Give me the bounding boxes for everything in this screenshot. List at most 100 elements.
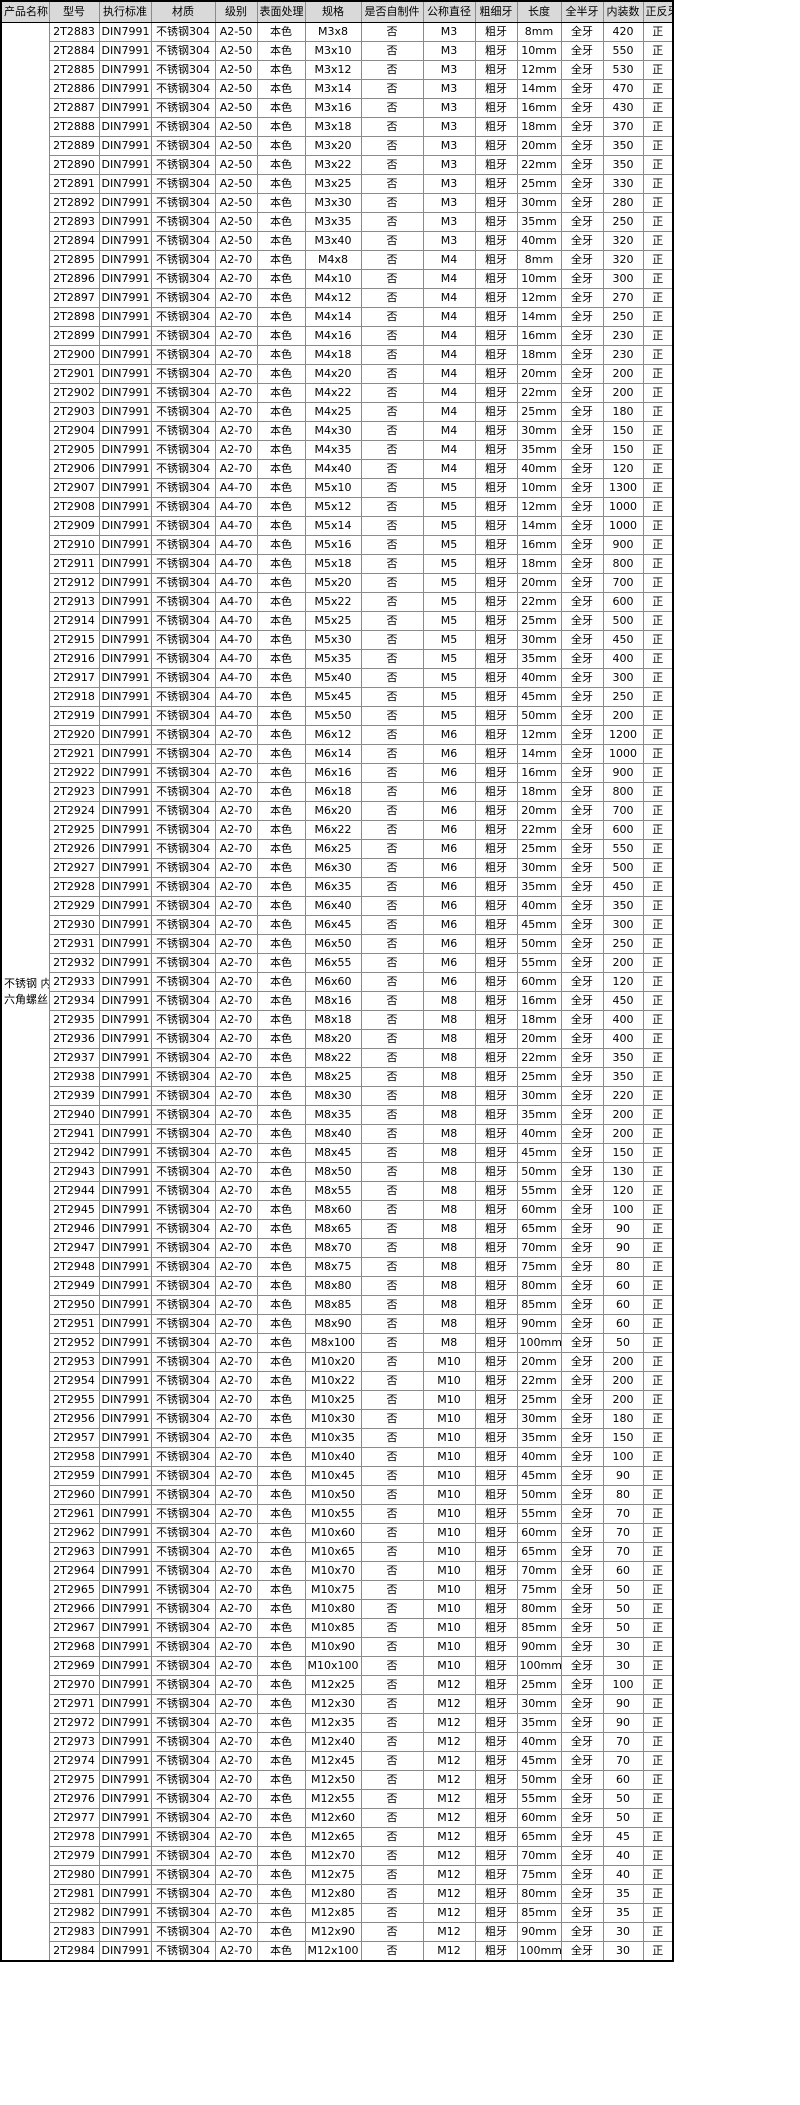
cell-length[interactable]: 40mm [516, 459, 562, 479]
cell-specification[interactable]: M10x75 [304, 1580, 362, 1600]
cell-material[interactable]: 不锈钢304 [150, 725, 216, 745]
cell-thread-pitch[interactable]: 粗牙 [474, 1561, 518, 1581]
cell-specification[interactable]: M12x30 [304, 1694, 362, 1714]
cell-model[interactable]: 2T2980 [48, 1865, 100, 1885]
table-row[interactable]: 2T2907 DIN7991 不锈钢304 A4-70 本色 M5x10 否 M5 粗牙 10mm… [1, 478, 674, 498]
cell-material[interactable]: 不锈钢304 [150, 326, 216, 346]
cell-specification[interactable]: M12x50 [304, 1770, 362, 1790]
cell-self-made[interactable]: 否 [360, 1865, 424, 1885]
cell-thread-coverage[interactable]: 全牙 [560, 1048, 604, 1068]
cell-material[interactable]: 不锈钢304 [150, 535, 216, 555]
cell-pack-quantity[interactable]: 800 [602, 554, 644, 574]
table-row[interactable]: 2T2912 DIN7991 不锈钢304 A4-70 本色 M5x20 否 M5 粗牙 20mm… [1, 573, 674, 593]
table-row[interactable]: 2T2886 DIN7991 不锈钢304 A2-50 本色 M3x14 否 M3 粗牙 14mm… [1, 79, 674, 99]
cell-thread-coverage[interactable]: 全牙 [560, 725, 604, 745]
cell-model[interactable]: 2T2889 [48, 136, 100, 156]
cell-thread-coverage[interactable]: 全牙 [560, 687, 604, 707]
cell-surface-treatment[interactable]: 本色 [256, 1656, 306, 1676]
cell-length[interactable]: 20mm [516, 1352, 562, 1372]
cell-pack-quantity[interactable]: 180 [602, 1409, 644, 1429]
cell-thread-coverage[interactable]: 全牙 [560, 801, 604, 821]
cell-self-made[interactable]: 否 [360, 554, 424, 574]
cell-model[interactable]: 2T2944 [48, 1181, 100, 1201]
cell-grade[interactable]: A2-70 [214, 1941, 258, 1962]
cell-grade[interactable]: A2-70 [214, 1200, 258, 1220]
cell-grade[interactable]: A2-70 [214, 326, 258, 346]
cell-nominal-diameter[interactable]: M5 [422, 497, 476, 517]
cell-material[interactable]: 不锈钢304 [150, 1162, 216, 1182]
cell-nominal-diameter[interactable]: M12 [422, 1694, 476, 1714]
cell-pack-quantity[interactable]: 700 [602, 573, 644, 593]
cell-pack-quantity[interactable]: 230 [602, 326, 644, 346]
cell-surface-treatment[interactable]: 本色 [256, 1276, 306, 1296]
cell-material[interactable]: 不锈钢304 [150, 1010, 216, 1030]
cell-self-made[interactable]: 否 [360, 174, 424, 194]
cell-surface-treatment[interactable]: 本色 [256, 1922, 306, 1942]
cell-self-made[interactable]: 否 [360, 1827, 424, 1847]
cell-nominal-diameter[interactable]: M8 [422, 1200, 476, 1220]
cell-nominal-diameter[interactable]: M3 [422, 155, 476, 175]
cell-model[interactable]: 2T2950 [48, 1295, 100, 1315]
cell-specification[interactable]: M4x35 [304, 440, 362, 460]
cell-pack-quantity[interactable]: 300 [602, 915, 644, 935]
cell-thread-pitch[interactable]: 粗牙 [474, 212, 518, 232]
cell-thread-direction[interactable]: 正 [642, 1181, 674, 1201]
cell-thread-direction[interactable]: 正 [642, 1314, 674, 1334]
cell-self-made[interactable]: 否 [360, 1694, 424, 1714]
cell-length[interactable]: 14mm [516, 307, 562, 327]
cell-self-made[interactable]: 否 [360, 1941, 424, 1962]
cell-surface-treatment[interactable]: 本色 [256, 1903, 306, 1923]
cell-thread-coverage[interactable]: 全牙 [560, 1732, 604, 1752]
table-row[interactable]: 2T2885 DIN7991 不锈钢304 A2-50 本色 M3x12 否 M3 粗牙 12mm… [1, 60, 674, 80]
cell-grade[interactable]: A2-70 [214, 1428, 258, 1448]
cell-surface-treatment[interactable]: 本色 [256, 1428, 306, 1448]
table-row[interactable]: 2T2904 DIN7991 不锈钢304 A2-70 本色 M4x30 否 M4 粗牙 30mm… [1, 421, 674, 441]
cell-material[interactable]: 不锈钢304 [150, 1352, 216, 1372]
cell-length[interactable]: 30mm [516, 421, 562, 441]
cell-thread-pitch[interactable]: 粗牙 [474, 877, 518, 897]
cell-standard[interactable]: DIN7991 [98, 782, 152, 802]
cell-nominal-diameter[interactable]: M4 [422, 421, 476, 441]
cell-thread-direction[interactable]: 正 [642, 22, 674, 42]
cell-surface-treatment[interactable]: 本色 [256, 326, 306, 346]
cell-model[interactable]: 2T2909 [48, 516, 100, 536]
cell-material[interactable]: 不锈钢304 [150, 1504, 216, 1524]
cell-thread-pitch[interactable]: 粗牙 [474, 573, 518, 593]
cell-standard[interactable]: DIN7991 [98, 1694, 152, 1714]
cell-length[interactable]: 30mm [516, 193, 562, 213]
table-row[interactable]: 2T2910 DIN7991 不锈钢304 A4-70 本色 M5x16 否 M5 粗牙 16mm… [1, 535, 674, 555]
cell-nominal-diameter[interactable]: M5 [422, 649, 476, 669]
cell-nominal-diameter[interactable]: M3 [422, 193, 476, 213]
cell-model[interactable]: 2T2930 [48, 915, 100, 935]
cell-thread-pitch[interactable]: 粗牙 [474, 535, 518, 555]
cell-self-made[interactable]: 否 [360, 1181, 424, 1201]
cell-length[interactable]: 45mm [516, 1143, 562, 1163]
cell-thread-coverage[interactable]: 全牙 [560, 630, 604, 650]
cell-nominal-diameter[interactable]: M8 [422, 1314, 476, 1334]
cell-grade[interactable]: A2-70 [214, 1447, 258, 1467]
table-row[interactable]: 2T2960 DIN7991 不锈钢304 A2-70 本色 M10x50 否 M10 粗牙 50… [1, 1485, 674, 1505]
cell-standard[interactable]: DIN7991 [98, 972, 152, 992]
cell-standard[interactable]: DIN7991 [98, 1884, 152, 1904]
cell-length[interactable]: 55mm [516, 1789, 562, 1809]
cell-standard[interactable]: DIN7991 [98, 668, 152, 688]
cell-grade[interactable]: A2-70 [214, 1637, 258, 1657]
cell-length[interactable]: 18mm [516, 782, 562, 802]
cell-thread-coverage[interactable]: 全牙 [560, 649, 604, 669]
cell-thread-pitch[interactable]: 粗牙 [474, 1143, 518, 1163]
cell-model[interactable]: 2T2955 [48, 1390, 100, 1410]
cell-material[interactable]: 不锈钢304 [150, 383, 216, 403]
cell-standard[interactable]: DIN7991 [98, 1770, 152, 1790]
cell-surface-treatment[interactable]: 本色 [256, 554, 306, 574]
cell-self-made[interactable]: 否 [360, 402, 424, 422]
cell-thread-coverage[interactable]: 全牙 [560, 535, 604, 555]
cell-model[interactable]: 2T2892 [48, 193, 100, 213]
cell-thread-coverage[interactable]: 全牙 [560, 1257, 604, 1277]
cell-specification[interactable]: M3x30 [304, 193, 362, 213]
cell-surface-treatment[interactable]: 本色 [256, 1751, 306, 1771]
column-header-thread-coverage[interactable]: 全半牙 [560, 1, 604, 23]
cell-self-made[interactable]: 否 [360, 611, 424, 631]
cell-self-made[interactable]: 否 [360, 1257, 424, 1277]
cell-specification[interactable]: M5x20 [304, 573, 362, 593]
cell-nominal-diameter[interactable]: M6 [422, 763, 476, 783]
